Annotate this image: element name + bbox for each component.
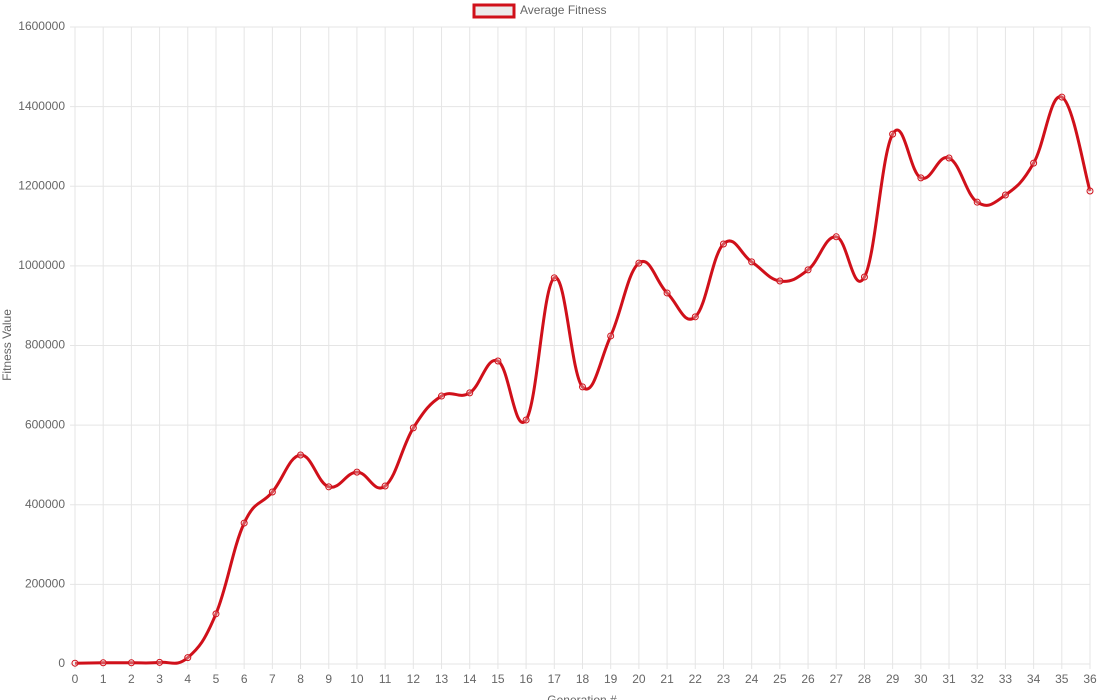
point (325, 483, 333, 491)
point (973, 198, 981, 206)
point (832, 233, 840, 241)
x-tick-label: 7 (269, 672, 276, 686)
x-tick-label: 10 (350, 672, 364, 686)
y-tick-label: 1200000 (18, 178, 65, 192)
point (635, 259, 643, 267)
point (889, 130, 897, 138)
x-tick-label: 12 (407, 672, 421, 686)
point (522, 416, 530, 424)
point (466, 389, 474, 397)
x-tick-label: 29 (886, 672, 900, 686)
y-tick-label: 600000 (25, 417, 65, 431)
y-tick-label: 1600000 (18, 19, 65, 33)
point (127, 659, 135, 667)
point (804, 266, 812, 274)
point (99, 659, 107, 667)
point (579, 383, 586, 391)
x-tick-label: 32 (971, 672, 985, 686)
point (748, 258, 756, 266)
x-tick-label: 1 (100, 672, 107, 686)
point (663, 289, 671, 297)
x-tick-label: 35 (1055, 672, 1069, 686)
x-tick-label: 24 (745, 672, 759, 686)
point (550, 274, 558, 282)
x-tick-label: 28 (858, 672, 872, 686)
point (1001, 191, 1009, 199)
y-tick-label: 400000 (25, 497, 65, 511)
x-tick-label: 30 (914, 672, 928, 686)
point (353, 468, 361, 476)
x-tick-label: 9 (325, 672, 332, 686)
point (156, 658, 164, 666)
point (438, 392, 446, 400)
x-tick-label: 34 (1027, 672, 1041, 686)
x-tick-label: 4 (184, 672, 191, 686)
legend-label: Average Fitness (520, 3, 607, 17)
x-tick-label: 11 (379, 672, 392, 686)
point (381, 482, 389, 490)
y-tick-label: 0 (58, 656, 65, 670)
x-tick-label: 0 (72, 672, 79, 686)
point (409, 424, 417, 432)
x-tick-label: 18 (576, 672, 590, 686)
point (240, 519, 248, 527)
x-tick-label: 22 (689, 672, 703, 686)
point (268, 488, 276, 496)
point (1086, 187, 1094, 195)
y-tick-label: 200000 (25, 577, 65, 591)
x-tick-label: 33 (999, 672, 1013, 686)
x-tick-label: 5 (213, 672, 220, 686)
x-tick-label: 8 (297, 672, 304, 686)
x-tick-label: 14 (463, 672, 477, 686)
point (719, 240, 727, 248)
point (1030, 159, 1038, 167)
point (607, 332, 615, 340)
point (776, 277, 784, 285)
x-tick-label: 36 (1083, 672, 1097, 686)
point (1058, 93, 1066, 101)
y-tick-label: 1400000 (18, 99, 65, 113)
x-axis-label: Generation # (547, 693, 617, 700)
x-tick-label: 21 (660, 672, 674, 686)
x-tick-label: 20 (632, 672, 646, 686)
point (860, 273, 868, 281)
y-tick-label: 1000000 (18, 258, 65, 272)
x-tick-label: 25 (773, 672, 787, 686)
legend-swatch (472, 3, 516, 19)
point (184, 654, 192, 662)
line (74, 95, 1092, 665)
x-tick-label: 31 (942, 672, 956, 686)
point (71, 659, 79, 667)
x-tick-label: 2 (128, 672, 135, 686)
x-tick-label: 19 (604, 672, 618, 686)
x-tick-label: 17 (548, 672, 562, 686)
x-tick-label: 23 (717, 672, 731, 686)
x-tick-label: 15 (491, 672, 505, 686)
x-tick-label: 26 (801, 672, 815, 686)
point (494, 357, 502, 365)
x-tick-label: 6 (241, 672, 248, 686)
x-tick-label: 3 (156, 672, 163, 686)
y-axis-label: Fitness Value (0, 309, 14, 381)
x-tick-label: 13 (435, 672, 449, 686)
point (212, 610, 220, 618)
x-tick-label: 16 (519, 672, 533, 686)
point (917, 174, 925, 182)
y-tick-label: 800000 (25, 338, 65, 352)
x-tick-label: 27 (830, 672, 844, 686)
point (297, 451, 305, 459)
point (691, 313, 699, 321)
point (945, 154, 953, 162)
